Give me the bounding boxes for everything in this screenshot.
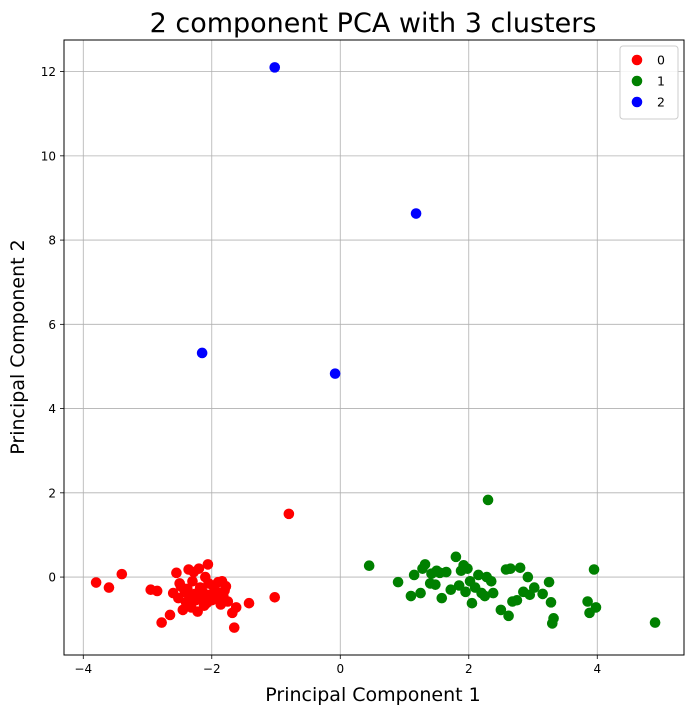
scatter-point-cluster-0 — [220, 581, 232, 592]
legend-box — [619, 45, 679, 120]
scatter-point-cluster-1 — [582, 596, 593, 607]
x-tick-label: −4 — [74, 662, 92, 676]
scatter-point-cluster-1 — [440, 566, 452, 578]
scatter-point-cluster-1 — [419, 559, 431, 570]
x-tick-label: −2 — [203, 662, 221, 676]
scatter-point-cluster-1 — [479, 590, 491, 602]
scatter-point-cluster-0 — [230, 602, 242, 613]
y-tick-label: 6 — [48, 318, 56, 332]
scatter-point-cluster-0 — [228, 622, 240, 633]
scatter-point-cluster-0 — [202, 559, 214, 570]
scatter-point-cluster-1 — [415, 587, 426, 599]
data-points — [90, 62, 661, 633]
y-axis-title: Principal Component 2 — [7, 239, 29, 454]
axis-ticks: −4 −2 0 2 4 0 2 4 6 8 10 12 — [41, 65, 601, 676]
scatter-point-cluster-0 — [243, 597, 255, 609]
scatter-point-cluster-1 — [460, 586, 471, 598]
scatter-point-cluster-2 — [269, 62, 281, 73]
scatter-point-cluster-0 — [151, 585, 163, 597]
chart-title: 2 component PCA with 3 clusters — [150, 8, 597, 39]
x-axis-title: Principal Component 1 — [265, 684, 480, 706]
scatter-point-cluster-1 — [537, 588, 548, 600]
scatter-point-cluster-1 — [505, 563, 516, 574]
scatter-point-cluster-1 — [392, 576, 404, 588]
scatter-point-cluster-1 — [522, 571, 534, 583]
scatter-point-cluster-1 — [450, 551, 462, 563]
y-tick-label: 0 — [48, 571, 56, 585]
scatter-point-cluster-1 — [445, 584, 457, 596]
scatter-point-cluster-1 — [462, 563, 473, 574]
scatter-point-cluster-0 — [269, 591, 281, 603]
legend-marker — [631, 75, 643, 87]
grid-lines — [64, 40, 684, 655]
scatter-point-cluster-1 — [649, 617, 661, 628]
scatter-point-cluster-1 — [436, 592, 448, 604]
scatter-point-cluster-0 — [193, 563, 205, 574]
legend-label: 2 — [657, 95, 665, 110]
scatter-point-cluster-0 — [103, 582, 115, 593]
y-tick-label: 12 — [41, 65, 56, 79]
y-tick-label: 10 — [41, 149, 56, 163]
scatter-point-cluster-1 — [430, 579, 441, 590]
scatter-point-cluster-0 — [283, 508, 295, 520]
scatter-point-cluster-1 — [529, 582, 540, 593]
legend-marker — [631, 96, 643, 108]
scatter-point-cluster-1 — [473, 569, 484, 581]
y-tick-label: 4 — [48, 402, 56, 416]
scatter-point-cluster-0 — [171, 567, 182, 579]
legend: 0 1 2 — [619, 45, 679, 120]
scatter-point-cluster-1 — [466, 597, 478, 609]
scatter-point-cluster-0 — [116, 568, 128, 580]
scatter-point-cluster-0 — [222, 596, 234, 607]
scatter-point-cluster-1 — [503, 610, 514, 622]
y-tick-label: 2 — [48, 486, 56, 500]
x-tick-label: 2 — [465, 662, 473, 676]
scatter-point-cluster-0 — [187, 575, 198, 587]
scatter-point-cluster-1 — [545, 597, 557, 608]
scatter-point-cluster-1 — [485, 575, 497, 587]
scatter-point-cluster-1 — [588, 564, 600, 575]
scatter-point-cluster-2 — [196, 347, 208, 359]
y-tick-label: 8 — [48, 234, 56, 248]
plot-area-frame — [63, 39, 685, 656]
legend-label: 1 — [657, 74, 665, 89]
scatter-point-cluster-1 — [408, 569, 420, 581]
scatter-point-cluster-1 — [511, 594, 523, 606]
scatter-point-cluster-1 — [590, 602, 602, 613]
x-tick-label: 4 — [593, 662, 601, 676]
legend-label: 0 — [657, 53, 665, 68]
scatter-point-cluster-1 — [543, 576, 555, 588]
scatter-point-cluster-1 — [548, 613, 559, 624]
scatter-point-cluster-1 — [495, 604, 507, 616]
scatter-point-cluster-1 — [514, 562, 526, 574]
scatter-point-cluster-1 — [482, 494, 494, 506]
scatter-point-cluster-1 — [363, 560, 375, 571]
legend-marker — [631, 54, 643, 66]
scatter-point-cluster-2 — [410, 208, 422, 219]
scatter-point-cluster-0 — [164, 609, 176, 621]
scatter-point-cluster-1 — [487, 587, 499, 599]
scatter-point-cluster-0 — [156, 617, 167, 628]
scatter-point-cluster-0 — [90, 577, 102, 588]
x-tick-label: 0 — [336, 662, 344, 676]
scatter-point-cluster-1 — [405, 590, 417, 602]
scatter-point-cluster-2 — [329, 368, 341, 379]
